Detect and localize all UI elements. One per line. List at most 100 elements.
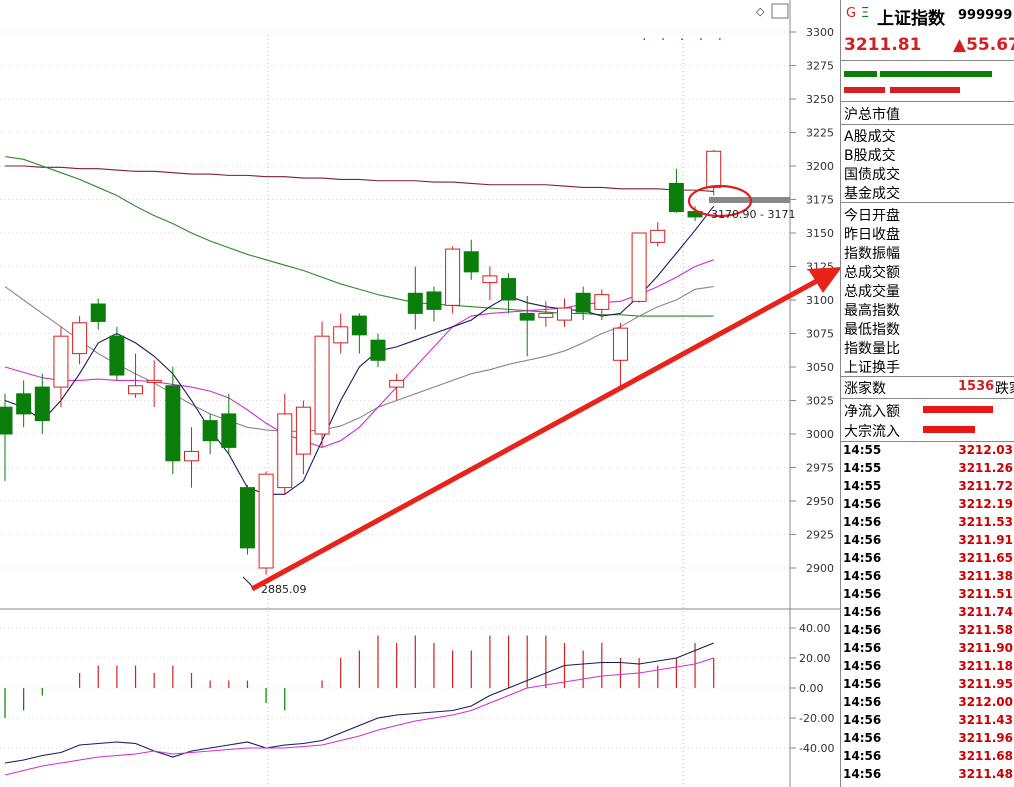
y-tick-label: -40.00 [799, 742, 834, 755]
candle-body [407, 292, 423, 314]
tick-price: 3211.53 [958, 515, 1013, 529]
tick-time: 14:56 [843, 533, 882, 547]
ma-line-darkred [5, 165, 714, 193]
net-inflow-label: 净流入额 [844, 404, 900, 420]
g-icon[interactable]: G [846, 6, 857, 21]
candle-body [594, 294, 610, 310]
stat-label: 国债成交 [844, 167, 900, 183]
candle-body [426, 291, 442, 310]
tick-price: 3211.18 [958, 659, 1013, 673]
stat-label: 总成交额 [844, 265, 900, 281]
stat-label: 最低指数 [844, 322, 900, 338]
red-bar-2 [890, 87, 960, 93]
tick-time: 14:56 [843, 659, 882, 673]
candle-body [277, 413, 293, 489]
y-tick-label: 3075 [806, 328, 834, 341]
ma-line-green [4, 156, 714, 317]
tick-row[interactable]: 14:56 3211.38 [841, 569, 1014, 587]
divider [841, 124, 1014, 125]
y-tick-label: 2975 [806, 462, 834, 475]
tick-time: 14:56 [843, 713, 882, 727]
tick-row[interactable]: 14:56 3211.58 [841, 623, 1014, 641]
green-bar-1 [844, 71, 877, 77]
y-tick-label: 3150 [806, 227, 834, 240]
candle-body [351, 315, 367, 336]
candle-body [72, 322, 88, 355]
stat-label: 沪总市值 [844, 107, 900, 123]
tick-row[interactable]: 14:56 3211.53 [841, 515, 1014, 533]
quote-panel: G Ξ 上证指数 999999 3211.81 ▲55.67 沪总市值 A股成交 B… [840, 0, 1014, 787]
tick-row[interactable]: 14:55 3212.03 [841, 443, 1014, 461]
tick-price: 3211.91 [958, 533, 1013, 547]
tick-row[interactable]: 14:56 3211.43 [841, 713, 1014, 731]
tick-price: 3212.03 [958, 443, 1013, 457]
stat-label: 基金成交 [844, 186, 900, 202]
stat-label: 上证换手 [844, 360, 900, 376]
candle-body [128, 385, 144, 395]
tick-row[interactable]: 14:56 3212.19 [841, 497, 1014, 515]
candle-body [333, 326, 349, 344]
tick-time: 14:56 [843, 641, 882, 655]
lower-line-navy [4, 642, 714, 764]
candle-body [165, 385, 181, 462]
y-tick-label: 3200 [806, 160, 834, 173]
tick-row[interactable]: 14:56 3211.74 [841, 605, 1014, 623]
candle-body [463, 251, 479, 273]
candle-body [146, 379, 162, 383]
tick-time: 14:56 [843, 695, 882, 709]
y-tick-label: 3275 [806, 60, 834, 73]
candle-body [0, 406, 13, 435]
candle-body [557, 307, 572, 321]
tick-price: 3211.68 [958, 749, 1013, 763]
y-tick-label: 0.00 [799, 682, 824, 695]
y-tick-label: 3225 [806, 127, 834, 140]
candle-body [202, 420, 218, 442]
candle-body [258, 473, 274, 569]
tick-time: 14:56 [843, 497, 882, 511]
tick-row[interactable]: 14:55 3211.72 [841, 479, 1014, 497]
divider [841, 101, 1014, 102]
tick-row[interactable]: 14:56 3211.18 [841, 659, 1014, 677]
y-tick-label: 20.00 [799, 652, 831, 665]
block-inflow-label: 大宗流入 [844, 424, 900, 440]
tick-row[interactable]: 14:56 3211.65 [841, 551, 1014, 569]
tick-time: 14:55 [843, 479, 882, 493]
menu-icon[interactable]: Ξ [861, 6, 870, 21]
y-tick-label: 3250 [806, 93, 834, 106]
y-tick-label: 2900 [806, 562, 834, 575]
tick-row[interactable]: 14:55 3211.26 [841, 461, 1014, 479]
index-price: 3211.81 [844, 35, 922, 55]
tick-time: 14:56 [843, 515, 882, 529]
stat-label: B股成交 [844, 148, 896, 164]
stat-label: 昨日收盘 [844, 227, 900, 243]
candle-body [650, 229, 666, 243]
candle-body [612, 327, 628, 361]
tick-row[interactable]: 14:56 3212.00 [841, 695, 1014, 713]
stat-label: 今日开盘 [844, 208, 900, 224]
y-tick-label: -20.00 [799, 712, 834, 725]
divider [841, 441, 1014, 442]
max-marker: . . . . . [642, 28, 727, 44]
tick-time: 14:56 [843, 731, 882, 745]
chart-area[interactable]: ◇ 3300 3275 3250 3225 3200 3175 3150 3125 3100 307… [0, 0, 840, 787]
divider [841, 202, 1014, 203]
tick-row[interactable]: 14:56 3211.68 [841, 749, 1014, 767]
tick-row[interactable]: 14:56 3211.90 [841, 641, 1014, 659]
tick-row[interactable]: 14:56 3211.48 [841, 767, 1014, 785]
kline-chart[interactable]: ◇330032753250322532003175315031253100307… [0, 0, 840, 787]
y-tick-label: 2950 [806, 495, 834, 508]
highlight-circle [687, 184, 753, 218]
tick-price: 3211.65 [958, 551, 1013, 565]
candle-body [575, 292, 591, 313]
tick-row[interactable]: 14:56 3211.51 [841, 587, 1014, 605]
lower-line-magenta [4, 657, 714, 776]
tick-row[interactable]: 14:56 3211.91 [841, 533, 1014, 551]
tick-time: 14:55 [843, 443, 882, 457]
tick-row[interactable]: 14:56 3211.96 [841, 731, 1014, 749]
y-tick-label: 2925 [806, 529, 834, 542]
tick-row[interactable]: 14:56 3211.95 [841, 677, 1014, 695]
candle-body [295, 406, 311, 455]
candle-body [538, 312, 554, 318]
y-tick-label: 40.00 [799, 622, 831, 635]
divider [841, 376, 1014, 377]
